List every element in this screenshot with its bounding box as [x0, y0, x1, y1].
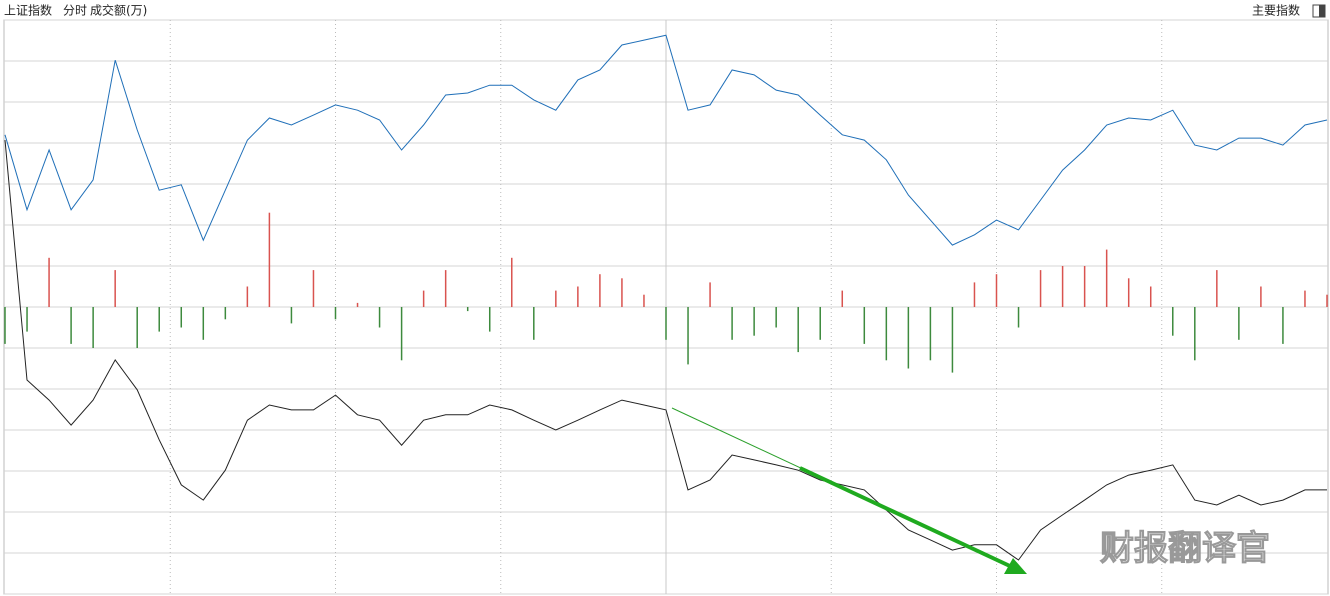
volume-bar	[885, 307, 888, 361]
arrow-head	[1004, 558, 1027, 574]
volume-bar	[1282, 307, 1284, 344]
volume-bar	[1039, 270, 1042, 307]
volume-bar	[1017, 307, 1020, 328]
volume-bar	[246, 286, 249, 307]
chart-title: 上证指数	[4, 3, 52, 18]
trend-arrow	[799, 466, 1013, 569]
volume-bar	[1194, 307, 1196, 361]
volume-bar	[268, 212, 271, 307]
volume-bar	[643, 294, 645, 307]
volume-bar	[841, 290, 844, 307]
volume-bar	[92, 307, 94, 348]
volume-bar	[1149, 286, 1152, 307]
volume-bar	[599, 274, 601, 307]
volume-bar	[378, 307, 381, 328]
volume-bar	[621, 278, 623, 307]
series-line	[4, 34, 1328, 246]
volume-bar	[753, 307, 755, 336]
volume-bar	[4, 307, 6, 344]
panel-toggle-fill	[1319, 5, 1325, 17]
volume-bar	[1216, 270, 1218, 307]
volume-bar	[1260, 286, 1262, 307]
volume-bar	[665, 307, 667, 340]
volume-bar	[555, 290, 557, 307]
volume-bar	[687, 307, 689, 365]
volume-bar	[202, 307, 205, 340]
volume-bar	[158, 307, 160, 332]
volume-bar	[422, 290, 425, 307]
volume-bar	[1172, 307, 1174, 336]
volume-bar	[731, 307, 733, 340]
volume-bar	[797, 307, 799, 353]
menu-button[interactable]: 主要指数	[1252, 3, 1300, 18]
volume-bar	[1083, 266, 1086, 307]
watermark: 财报翻译官	[1100, 529, 1270, 569]
volume-bar	[533, 307, 535, 340]
volume-bar	[973, 282, 976, 307]
indicator-label[interactable]: 成交额(万)	[90, 3, 147, 18]
volume-bar	[400, 307, 403, 361]
volume-bar	[1304, 290, 1306, 307]
volume-bar	[466, 307, 469, 312]
volume-bar	[114, 270, 116, 307]
volume-bar	[907, 307, 910, 369]
volume-bar	[334, 307, 337, 320]
volume-bar	[951, 307, 954, 373]
volume-bar	[995, 274, 998, 307]
volume-bar	[136, 307, 138, 348]
volume-bar	[863, 307, 866, 344]
volume-bar	[819, 307, 821, 340]
volume-bar	[775, 307, 777, 328]
volume-bar	[48, 257, 50, 307]
volume-bar	[511, 257, 513, 307]
series-line	[4, 140, 1327, 561]
volume-bar	[290, 307, 293, 324]
volume-bar	[1105, 249, 1108, 307]
volume-bar	[1127, 278, 1130, 307]
volume-bar	[488, 307, 491, 332]
volume-bar	[26, 307, 28, 332]
volume-bar	[70, 307, 72, 344]
volume-bar	[1238, 307, 1240, 340]
volume-bar	[1326, 294, 1328, 307]
volume-bar	[180, 307, 183, 328]
volume-bar	[312, 270, 315, 307]
volume-bar	[929, 307, 932, 361]
mode-label[interactable]: 分时	[63, 4, 87, 18]
volume-bar	[356, 302, 359, 307]
volume-bar	[444, 270, 447, 307]
volume-bar	[709, 282, 711, 307]
volume-bar	[224, 307, 227, 320]
volume-bar	[577, 286, 579, 307]
volume-bar	[1061, 266, 1064, 307]
